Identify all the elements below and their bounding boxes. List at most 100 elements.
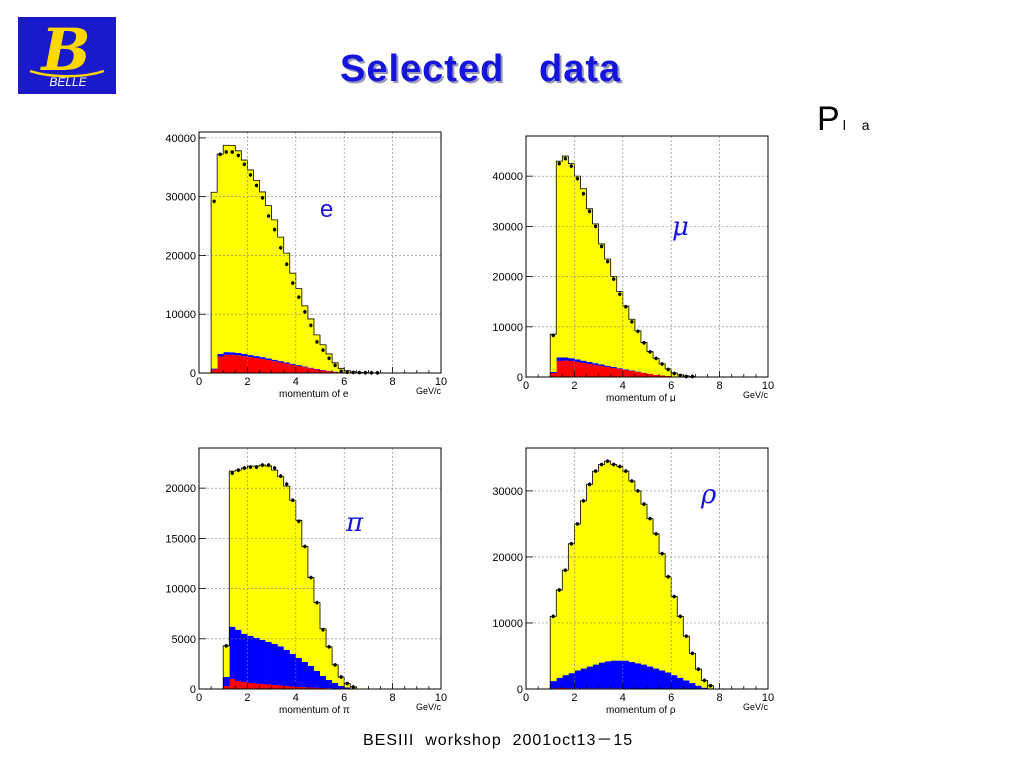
bar-yellow (223, 645, 230, 677)
data-point (630, 320, 634, 324)
bar-blue (556, 677, 563, 689)
bar-red (265, 684, 272, 689)
bar-yellow (604, 461, 612, 662)
x-tick-label: 10 (435, 376, 447, 388)
data-point (612, 277, 616, 281)
data-point (618, 464, 622, 469)
bar-blue (265, 358, 272, 361)
data-point (575, 522, 580, 526)
bar-red (313, 687, 321, 689)
data-point (236, 468, 241, 472)
bar-red (295, 686, 303, 689)
data-point (230, 150, 234, 154)
histogram-rho: 0 2 4 6 8 10 0 10000 20000 30000 momentum of ρ GeV/… (482, 444, 782, 721)
bar-yellow (247, 466, 254, 636)
bar-blue (307, 665, 315, 688)
data-point (672, 594, 676, 599)
y-tick-label: 10000 (492, 322, 523, 334)
data-point (684, 634, 689, 638)
bar-yellow (301, 546, 309, 662)
bar-blue (211, 368, 218, 370)
data-point (551, 333, 555, 338)
bar-yellow (616, 466, 624, 661)
histogram-electron: 0 2 4 6 8 10 0 10000 20000 30000 40000 momentum of … (158, 128, 458, 405)
bar-blue (550, 371, 557, 373)
bar-yellow (271, 470, 279, 644)
bar-blue (241, 354, 248, 357)
bar-yellow (562, 156, 569, 358)
x-tick-label: 6 (341, 692, 347, 704)
particle-label-e: e (320, 196, 334, 223)
bar-yellow (235, 150, 242, 354)
bar-red (307, 687, 315, 689)
bar-blue (283, 649, 291, 686)
data-point (569, 542, 574, 546)
histogram-muon-plot: 0 2 4 6 8 10 0 10000 20000 30000 40000 momentum of … (492, 135, 774, 404)
footer-text: BESIII workshop 2001oct13－15 (363, 732, 634, 749)
bar-blue (574, 359, 581, 362)
bar-blue (295, 365, 303, 366)
bar-yellow (326, 646, 333, 680)
bar-red (247, 682, 254, 689)
x-axis-label: momentum of π (279, 705, 350, 716)
bar-red (235, 355, 242, 373)
bar-red (223, 685, 230, 689)
bar-red (271, 684, 279, 689)
bar-blue (277, 646, 285, 686)
bar-yellow (598, 464, 606, 663)
bar-blue (580, 360, 587, 363)
bar-red (568, 360, 575, 377)
y-tick-label: 0 (517, 372, 523, 384)
bar-yellow (344, 683, 351, 688)
bar-yellow (683, 636, 690, 681)
bar-blue (259, 639, 266, 684)
bar-yellow (610, 464, 618, 661)
bar-yellow (247, 169, 254, 356)
bar-red (229, 354, 236, 373)
data-point (260, 463, 265, 467)
bar-blue (277, 361, 285, 363)
data-point (303, 310, 307, 314)
data-point (678, 614, 682, 619)
bar-red (634, 371, 642, 377)
bar-red (235, 680, 242, 689)
x-tick-label: 2 (571, 380, 577, 392)
x-tick-label: 4 (620, 380, 626, 392)
data-point (303, 544, 307, 549)
y-tick-label: 15000 (165, 533, 196, 545)
bar-red (259, 358, 266, 373)
bar-blue (556, 357, 563, 361)
bar-yellow (283, 486, 291, 650)
data-point (297, 519, 301, 524)
data-point (618, 292, 622, 296)
bar-blue (301, 366, 309, 368)
x-tick-label: 4 (293, 692, 299, 704)
slide-title: Selected data (340, 48, 622, 90)
bar-red (283, 685, 291, 689)
x-tick-label: 0 (196, 376, 202, 388)
bar-yellow (653, 533, 660, 669)
bar-blue (592, 664, 599, 689)
x-tick-label: 10 (435, 692, 447, 704)
bar-red (289, 364, 297, 373)
data-point (654, 532, 658, 536)
bar-yellow (307, 318, 315, 368)
bar-blue (689, 683, 696, 689)
bar-blue (592, 363, 599, 365)
bar-yellow (677, 616, 684, 678)
bar-yellow (568, 543, 575, 674)
bar-yellow (277, 237, 285, 362)
data-point (278, 246, 283, 250)
bar-red (247, 357, 254, 373)
data-point (254, 465, 259, 469)
bar-yellow (616, 291, 624, 369)
bar-yellow (586, 208, 593, 362)
bar-blue (247, 355, 254, 358)
bar-blue (271, 359, 279, 362)
bar-blue (235, 629, 242, 681)
data-point (636, 489, 640, 493)
x-tick-label: 6 (668, 380, 674, 392)
bar-red (622, 369, 630, 377)
x-tick-label: 4 (620, 692, 626, 704)
bar-red (647, 373, 654, 377)
